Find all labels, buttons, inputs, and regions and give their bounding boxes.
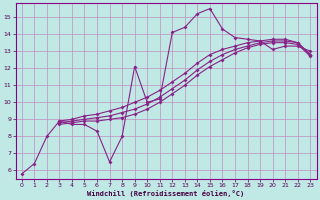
X-axis label: Windchill (Refroidissement éolien,°C): Windchill (Refroidissement éolien,°C) bbox=[87, 190, 245, 197]
